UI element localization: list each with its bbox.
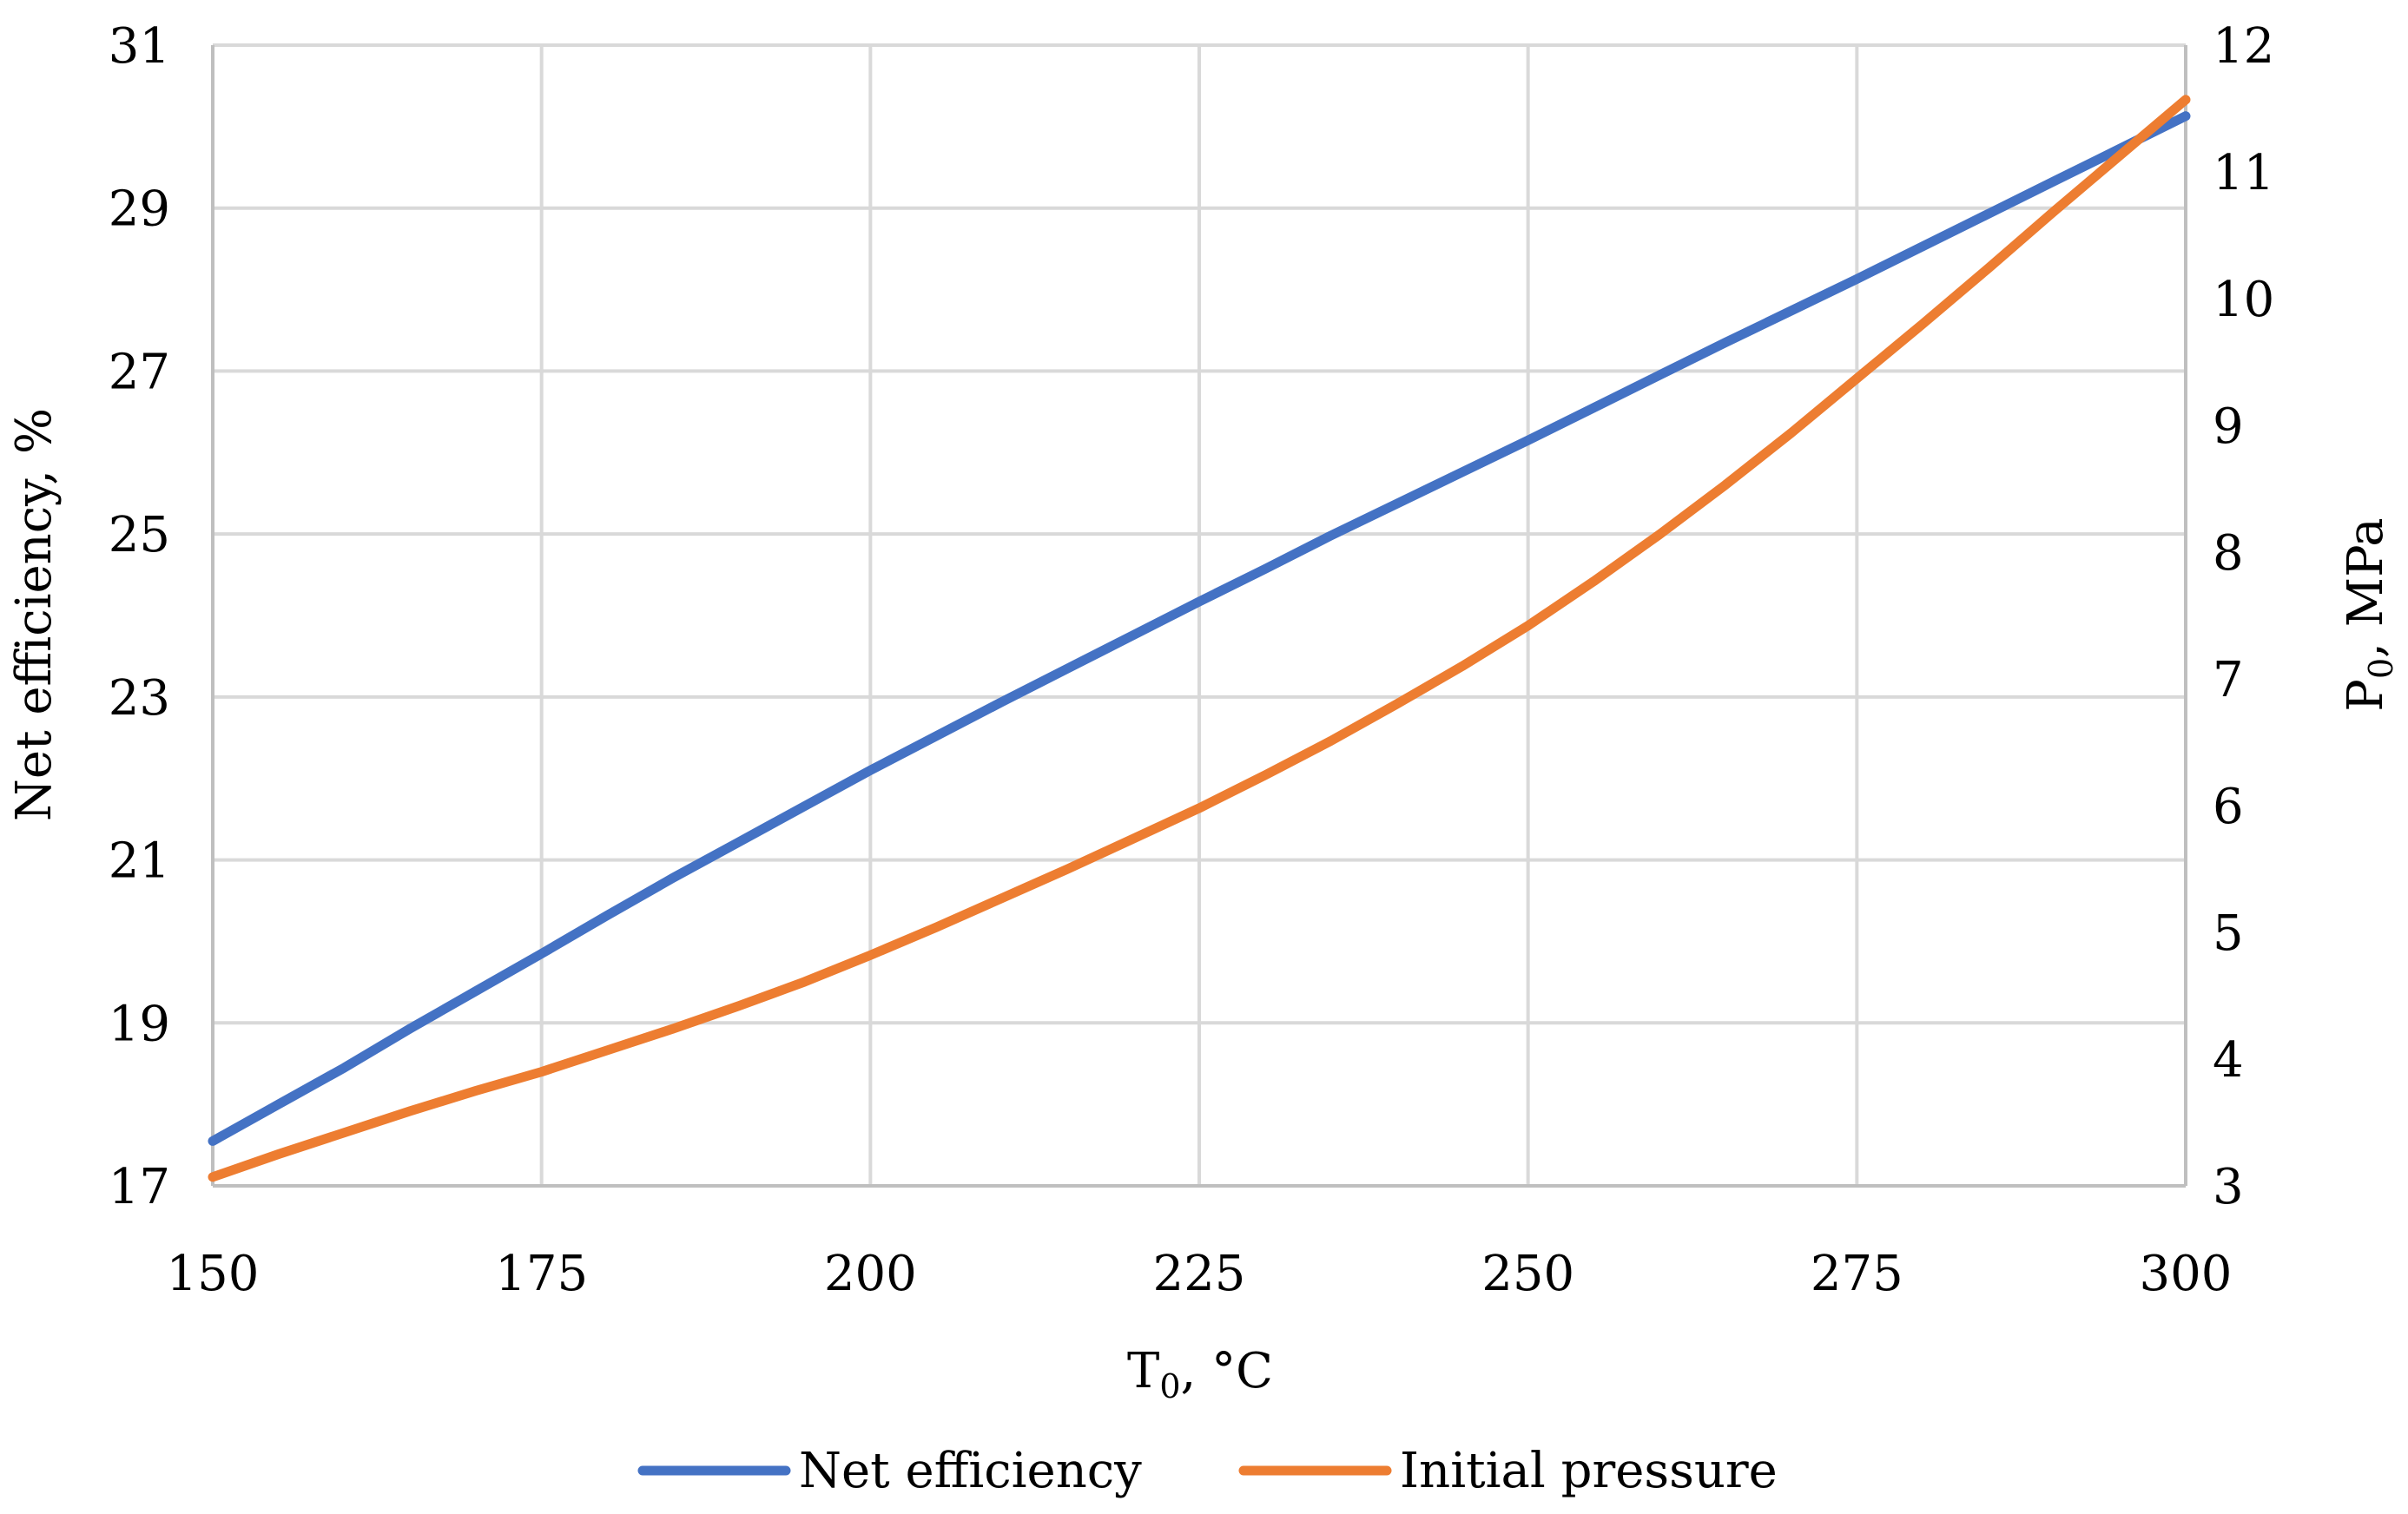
grid [211, 43, 2187, 1188]
series-line-initial-pressure [208, 95, 2191, 1182]
y2-tick-label: 7 [2213, 652, 2244, 708]
y-tick-label: 23 [109, 670, 170, 727]
legend-label-net-efficiency: Net efficiency [799, 1443, 1142, 1499]
legend: Net efficiency Initial pressure [637, 1443, 1778, 1499]
y2-tick-label: 11 [2213, 145, 2274, 201]
y-tick-label: 19 [109, 996, 170, 1052]
axes [211, 45, 2187, 1188]
x-tick-label: 200 [824, 1246, 917, 1302]
y-tick-label: 21 [109, 833, 170, 890]
y2-tick-label: 8 [2213, 525, 2244, 582]
x-tick-label: 225 [1153, 1246, 1246, 1302]
y-tick-label: 31 [109, 18, 170, 75]
y2-tick-labels: 3 4 5 6 7 8 9 10 11 12 [2213, 18, 2274, 1215]
x-tick-labels: 150 175 200 225 250 275 300 [167, 1246, 2233, 1302]
y2-tick-label: 5 [2213, 905, 2244, 962]
y-tick-label: 17 [109, 1159, 170, 1215]
y-tick-label: 25 [109, 507, 170, 563]
x-axis-label: T0, °C [1127, 1343, 1273, 1405]
y-tick-label: 27 [109, 344, 170, 400]
y2-tick-label: 12 [2213, 18, 2274, 75]
x-tick-label: 150 [167, 1246, 260, 1302]
y2-tick-label: 9 [2213, 398, 2244, 455]
legend-label-initial-pressure: Initial pressure [1400, 1443, 1778, 1499]
y2-tick-label: 4 [2213, 1032, 2244, 1089]
x-tick-label: 300 [2140, 1246, 2233, 1302]
x-tick-label: 175 [495, 1246, 588, 1302]
series-layer [208, 95, 2191, 1182]
x-tick-label: 275 [1811, 1246, 1903, 1302]
y2-tick-label: 10 [2213, 272, 2274, 328]
y2-tick-label: 6 [2213, 779, 2244, 835]
y2-axis-label: P0, MPa [2338, 517, 2400, 711]
x-tick-label: 250 [1481, 1246, 1574, 1302]
series-line-net-efficiency [208, 111, 2191, 1146]
y-tick-label: 29 [109, 181, 170, 238]
y-tick-labels: 17 19 21 23 25 27 29 31 [109, 18, 170, 1215]
y2-tick-label: 3 [2213, 1159, 2244, 1215]
y-axis-label: Net efficiency, % [6, 408, 63, 821]
